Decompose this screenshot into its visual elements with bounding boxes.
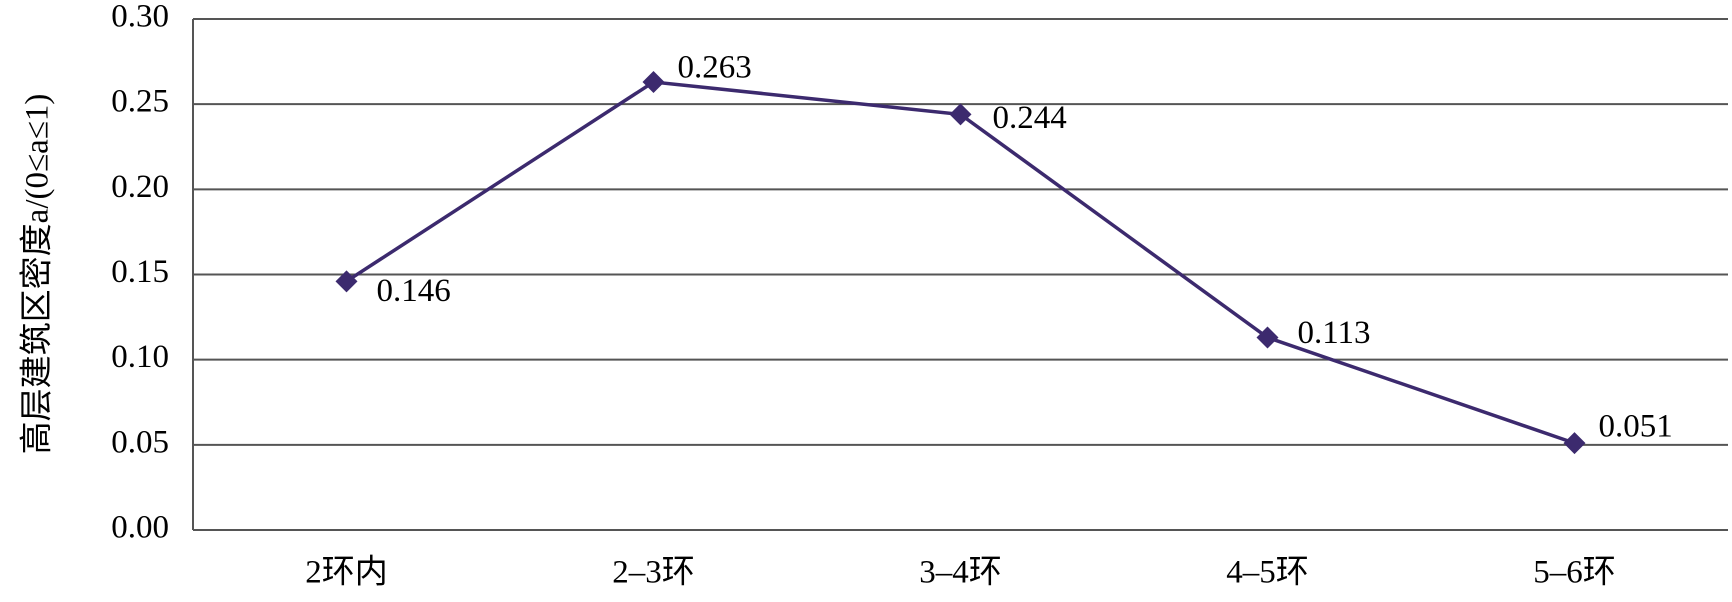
line bbox=[345, 80, 1576, 445]
x-tick-label: 5–6环 bbox=[1533, 555, 1616, 591]
y-tick-label: 0.10 bbox=[111, 339, 169, 375]
y-tick-label: 0.00 bbox=[111, 510, 169, 546]
data-label: 0.051 bbox=[1599, 409, 1673, 445]
marker bbox=[949, 103, 972, 126]
data-label: 0.244 bbox=[993, 100, 1067, 136]
marker bbox=[1256, 326, 1279, 349]
y-tick-label: 0.05 bbox=[111, 424, 169, 460]
data-label: 0.146 bbox=[377, 273, 451, 309]
y-tick-label: 0.20 bbox=[111, 169, 169, 205]
y-tick-label: 0.15 bbox=[111, 254, 169, 290]
y-tick-label: 0.25 bbox=[111, 84, 169, 120]
x-tick-label: 4–5环 bbox=[1226, 555, 1309, 591]
y-axis-title: 高层建筑区密度a/(0≤a≤1) bbox=[19, 94, 56, 455]
data-label: 0.263 bbox=[678, 50, 752, 86]
x-tick-label: 2–3环 bbox=[612, 555, 695, 591]
data-label: 0.113 bbox=[1298, 315, 1371, 351]
x-tick-label: 2环内 bbox=[305, 554, 388, 591]
y-tick-label: 0.30 bbox=[111, 0, 169, 35]
marker bbox=[642, 71, 665, 94]
marker bbox=[1563, 432, 1586, 455]
marker bbox=[335, 270, 358, 293]
x-tick-label: 3–4环 bbox=[919, 555, 1002, 591]
